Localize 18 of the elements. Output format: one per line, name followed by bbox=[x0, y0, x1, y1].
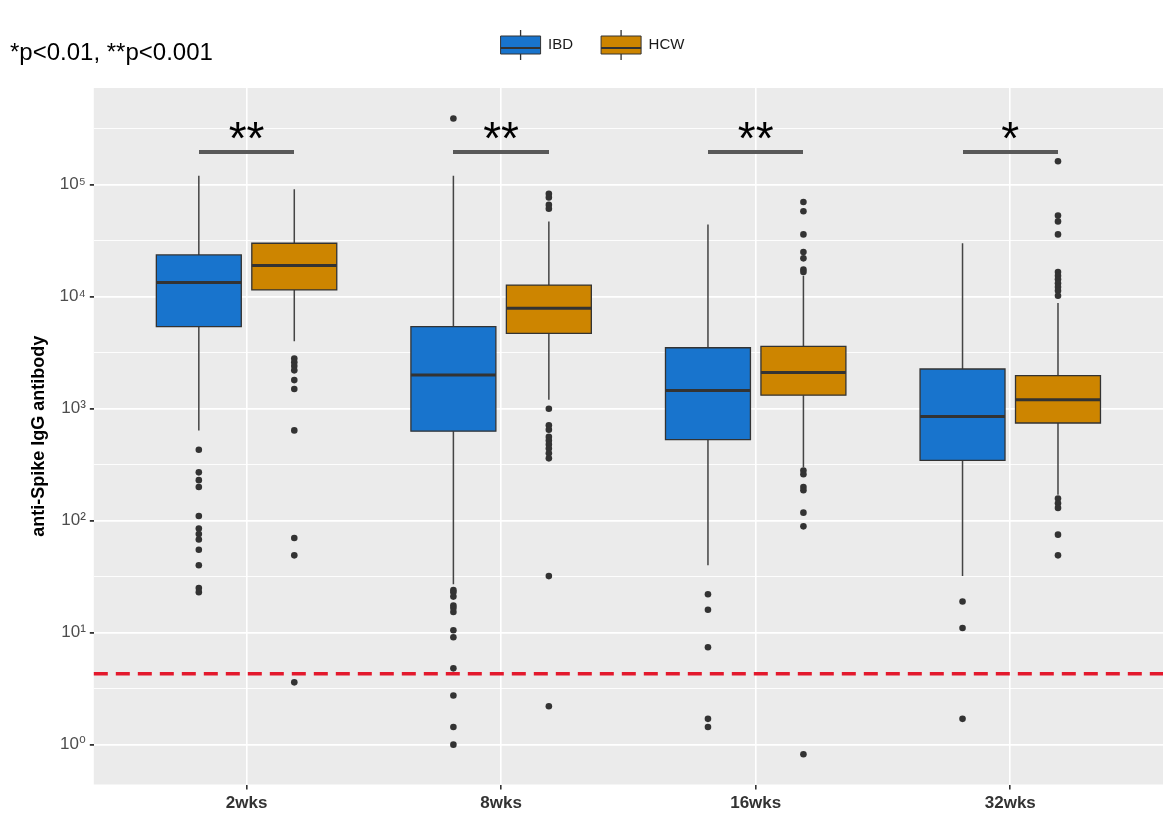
annotation: ** bbox=[482, 112, 520, 164]
y-tick-label: 10¹ bbox=[61, 622, 87, 642]
x-tick-label: 8wks bbox=[480, 793, 522, 813]
x-tick-label: 2wks bbox=[225, 793, 268, 813]
y-axis-title: anti-Spike IgG antibody bbox=[27, 335, 48, 537]
y-tick-label: 10⁴ bbox=[59, 286, 86, 306]
x-tick-label: 32wks bbox=[984, 793, 1036, 813]
y-tick-label: 10⁵ bbox=[59, 174, 86, 194]
annotation: * bbox=[1000, 112, 1021, 164]
annotation: ** bbox=[227, 112, 266, 164]
y-tick-label: 10² bbox=[61, 510, 87, 530]
x-tick-label: 16wks bbox=[730, 793, 782, 813]
y-tick-label: 10³ bbox=[61, 398, 87, 418]
y-tick-label: 10⁰ bbox=[60, 734, 86, 754]
legend-label: HCW bbox=[648, 35, 686, 53]
annotation: ** bbox=[736, 112, 775, 164]
legend-label: IBD bbox=[548, 35, 574, 53]
text: *p<0.01, **p<0.001 bbox=[10, 38, 213, 66]
